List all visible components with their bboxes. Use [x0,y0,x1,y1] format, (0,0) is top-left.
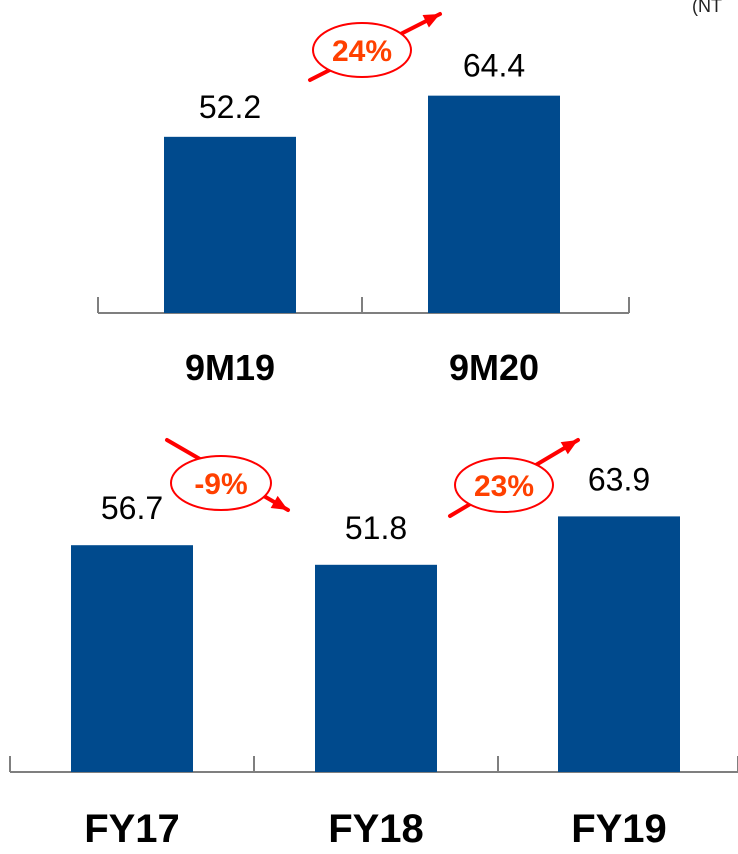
growth-fy17-fy18-arrowhead [270,495,288,510]
category-label-fy18: FY18 [328,807,424,851]
category-label-fy17: FY17 [84,807,180,851]
growth-9m19-9m20-label: 24% [332,35,392,68]
data-label-fy17: 56.7 [101,490,163,526]
bar-9m19 [164,136,296,313]
category-label-fy19: FY19 [571,807,667,851]
bar-fy17 [71,545,193,772]
growth-9m19-9m20-arrowhead [422,14,440,28]
data-label-fy19: 63.9 [588,461,650,497]
growth-9m19-9m20-ellipse [312,22,412,78]
data-label-9m19: 52.2 [199,89,261,125]
data-label-fy18: 51.8 [345,510,407,546]
unit-note: (NT [692,0,722,16]
category-label-9m20: 9M20 [449,347,539,388]
growth-fy17-fy18-label: -9% [194,468,247,501]
growth-fy18-fy19-ellipse [454,457,554,513]
growth-fy18-fy19-arrowhead [560,440,578,455]
growth-fy17-fy18-ellipse [170,455,272,511]
data-label-9m20: 64.4 [463,48,525,84]
bar-9m20 [428,95,560,314]
growth-fy18-fy19-label: 23% [474,470,534,503]
bar-fy18 [315,564,437,772]
category-label-9m19: 9M19 [185,347,275,388]
bar-fy19 [558,516,680,772]
